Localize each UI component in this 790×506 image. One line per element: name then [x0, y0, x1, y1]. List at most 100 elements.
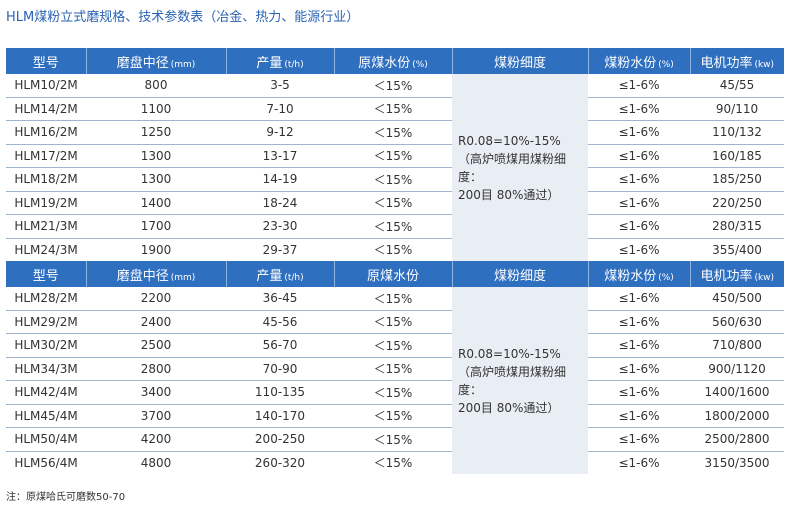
cell-power: 355/400 [712, 242, 762, 257]
cell-output: 18-24 [226, 191, 334, 215]
header-power: 电机功率 (kw) [689, 261, 784, 287]
cell-model: HLM56/4M [14, 455, 78, 470]
cell-disc-diameter: 800 [86, 74, 226, 98]
cell-power: 450/500 [690, 287, 784, 311]
cell-power: 2500/2800 [690, 427, 784, 452]
header-model: 型号 [6, 261, 86, 287]
fineness-text-line: R0.08=10%-15% [458, 346, 561, 361]
cell-raw-moisture: ＜15% [334, 97, 452, 121]
table-row: HLM45/4M 3700 140-170 ＜15% ≤1-6% 1800/2000 [6, 404, 784, 428]
table-group-2: HLM28/2M 2200 36-45 ＜15% R0.08=10%-15% （高炉喷煤用… [6, 287, 784, 474]
table-header-row: 型号 磨盘中径 (mm) 产量 (t/h) 原煤水份 (%) 煤粉细度 煤粉水份 (%)… [6, 48, 784, 74]
header-fineness: 煤粉细度 [451, 261, 588, 287]
header-raw-moisture: 原煤水份 [333, 261, 452, 287]
cell-model: HLM34/3M [6, 357, 86, 381]
cell-raw-moisture: ＜15% [334, 120, 452, 145]
cell-model: HLM14/2M [6, 97, 86, 121]
cell-output: 200-250 [226, 427, 334, 452]
cell-raw-moisture: ＜15% [334, 427, 452, 452]
table-group-2-header: 型号 磨盘中径 (mm) 产量 (t/h) 原煤水份 煤粉细度 煤粉水份 (%) 电机… [6, 261, 784, 287]
table-row: HLM56/4M 4800 260-320 ＜15% ≤1-6% 3150/3500 [6, 451, 784, 474]
header-output: 产量 (t/h) [225, 261, 334, 287]
cell-raw-moisture: ＜15% [334, 214, 452, 239]
cell-model: HLM17/2M [6, 144, 86, 168]
cell-raw-moisture: ＜15% [334, 357, 452, 381]
cell-coal-moisture: ≤1-6% [588, 287, 690, 311]
table-row: HLM28/2M 2200 36-45 ＜15% R0.08=10%-15% （高炉喷煤用… [6, 287, 784, 474]
cell-power: 45/55 [690, 74, 784, 98]
cell-model: HLM50/4M [6, 427, 86, 452]
table-row: HLM14/2M 1100 7-10 ＜15% ≤1-6% 90/110 [6, 97, 784, 121]
cell-disc-diameter: 1300 [86, 144, 226, 168]
cell-disc-diameter: 2500 [86, 333, 226, 358]
table-row: HLM29/2M 2400 45-56 ＜15% ≤1-6% 560/630 [6, 310, 784, 334]
cell-power: 1800/2000 [690, 404, 784, 428]
cell-disc-diameter: 2400 [86, 310, 226, 334]
cell-model: HLM21/3M [6, 214, 86, 239]
header-disc-diameter: 磨盘中径 (mm) [85, 48, 226, 74]
header-coal-moisture: 煤粉水份 (%) [587, 48, 690, 74]
table-group-1: HLM10/2M 800 3-5 ＜15% R0.08=10%-15% （高炉喷煤用煤粉细… [6, 74, 784, 261]
cell-output: 13-17 [226, 144, 334, 168]
cell-disc-diameter: 4200 [86, 427, 226, 452]
cell-model: HLM10/2M [6, 74, 86, 98]
table-row: HLM18/2M 1300 14-19 ＜15% ≤1-6% 185/250 [6, 167, 784, 192]
cell-raw-moisture: ＜15% [373, 243, 413, 258]
header-power: 电机功率 (kw) [689, 48, 784, 74]
cell-power: 3150/3500 [704, 455, 770, 470]
table-row: HLM24/3M 1900 29-37 ＜15% ≤1-6% 355/400 [6, 238, 784, 261]
cell-disc-diameter: 1700 [86, 214, 226, 239]
cell-output: 70-90 [226, 357, 334, 381]
header-coal-moisture: 煤粉水份 (%) [587, 261, 690, 287]
cell-coal-moisture: ≤1-6% [588, 404, 690, 428]
cell-power: 1400/1600 [690, 380, 784, 405]
cell-output: 110-135 [226, 380, 334, 405]
footnote: 注：原煤哈氏可磨数50-70 [6, 492, 126, 503]
header-model: 型号 [6, 48, 86, 74]
cell-power: 220/250 [690, 191, 784, 215]
cell-power: 280/315 [690, 214, 784, 239]
cell-power: 90/110 [690, 97, 784, 121]
cell-disc-diameter: 1100 [86, 97, 226, 121]
table-header-row: 型号 磨盘中径 (mm) 产量 (t/h) 原煤水份 煤粉细度 煤粉水份 (%) 电机… [6, 261, 784, 287]
cell-model: HLM42/4M [6, 380, 86, 405]
page-title: HLM煤粉立式磨规格、技术参数表（冶金、热力、能源行业） [6, 10, 360, 25]
cell-power: 185/250 [690, 167, 784, 192]
header-fineness: 煤粉细度 [451, 48, 588, 74]
cell-disc-diameter: 1250 [86, 120, 226, 145]
cell-coal-moisture: ≤1-6% [588, 380, 690, 405]
cell-coal-moisture: ≤1-6% [618, 242, 660, 257]
header-disc-diameter: 磨盘中径 (mm) [85, 261, 226, 287]
cell-output: 140-170 [226, 404, 334, 428]
table-row: HLM16/2M 1250 9-12 ＜15% ≤1-6% 110/132 [6, 120, 784, 145]
cell-model: HLM28/2M [6, 287, 86, 311]
cell-output: 36-45 [226, 287, 334, 311]
fineness-text-line: 200目 80%通过） [458, 187, 560, 202]
fineness-text-line: R0.08=10%-15% [458, 133, 561, 148]
cell-raw-moisture: ＜15% [334, 404, 452, 428]
cell-raw-moisture: ＜15% [334, 287, 452, 311]
cell-coal-moisture: ≤1-6% [588, 310, 690, 334]
cell-coal-moisture: ≤1-6% [588, 427, 690, 452]
cell-coal-moisture: ≤1-6% [588, 191, 690, 215]
table-row: HLM10/2M 800 3-5 ＜15% R0.08=10%-15% （高炉喷煤用煤粉细… [6, 74, 784, 261]
cell-coal-moisture: ≤1-6% [618, 455, 660, 470]
cell-disc-diameter: 2200 [86, 287, 226, 311]
cell-coal-moisture: ≤1-6% [588, 144, 690, 168]
fineness-text-line: （高炉喷煤用煤粉细度： [458, 151, 567, 184]
table-row: HLM42/4M 3400 110-135 ＜15% ≤1-6% 1400/1600 [6, 380, 784, 405]
cell-model: HLM19/2M [6, 191, 86, 215]
table-row: HLM30/2M 2500 56-70 ＜15% ≤1-6% 710/800 [6, 333, 784, 358]
table-row: HLM34/3M 2800 70-90 ＜15% ≤1-6% 900/1120 [6, 357, 784, 381]
cell-coal-moisture: ≤1-6% [588, 167, 690, 192]
cell-power: 900/1120 [690, 357, 784, 381]
cell-coal-moisture: ≤1-6% [588, 357, 690, 381]
cell-power: 110/132 [690, 120, 784, 145]
cell-coal-moisture: ≤1-6% [588, 74, 690, 98]
cell-disc-diameter: 1400 [86, 191, 226, 215]
cell-raw-moisture: ＜15% [334, 191, 452, 215]
fineness-text-line: （高炉喷煤用煤粉细度： [458, 364, 567, 397]
cell-coal-moisture: ≤1-6% [588, 97, 690, 121]
cell-output: 45-56 [226, 310, 334, 334]
header-raw-moisture: 原煤水份 (%) [333, 48, 452, 74]
